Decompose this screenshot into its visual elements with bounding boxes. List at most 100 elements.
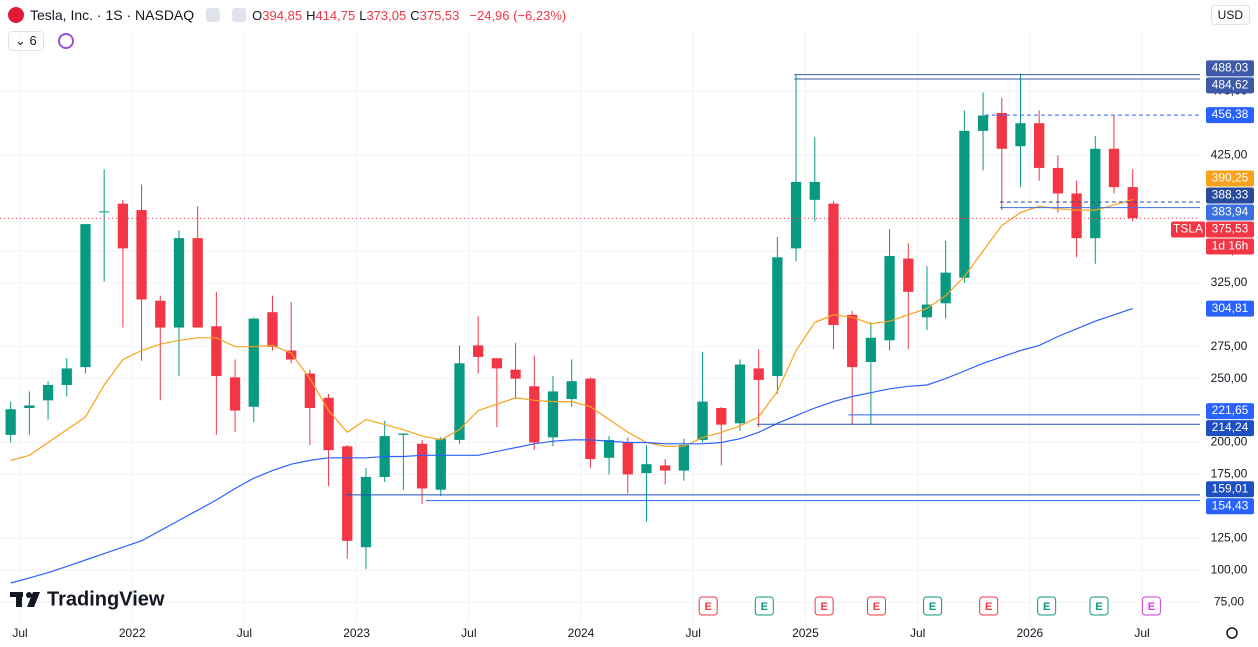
candle-body xyxy=(529,386,540,443)
brand-name: TradingView xyxy=(47,588,165,610)
candle-body xyxy=(360,476,372,548)
price-label-bg xyxy=(1206,238,1254,255)
x-tick-label: Jul xyxy=(1134,626,1149,640)
symbol-tag-bg xyxy=(1171,221,1205,238)
y-tick-label: 200,00 xyxy=(1211,435,1248,449)
indicator-row: ⌄ 6 xyxy=(8,31,74,51)
price-label-bg xyxy=(1206,221,1254,238)
x-tick-label: 2026 xyxy=(1016,626,1043,640)
earnings-marker xyxy=(1089,596,1109,616)
price-label-bg xyxy=(1206,60,1254,77)
candle-body xyxy=(622,442,633,475)
candle-body xyxy=(772,257,783,377)
legend-bar: Tesla, Inc. · 1S · NASDAQ O394,85 H414,75… xyxy=(0,0,566,30)
earnings-marker xyxy=(814,596,834,616)
candle-body xyxy=(416,443,428,489)
y-tick-label: 75,00 xyxy=(1214,594,1244,608)
earnings-marker xyxy=(866,596,886,616)
earnings-marker xyxy=(698,596,718,616)
candle-body xyxy=(977,115,989,131)
candle-body xyxy=(959,130,970,278)
x-tick-label: 2022 xyxy=(119,626,146,640)
price-label: 390,25 xyxy=(1212,171,1249,185)
candle-body xyxy=(398,433,409,435)
currency-button[interactable]: USD xyxy=(1210,5,1250,25)
earnings-marker xyxy=(979,596,999,616)
price-label: 383,94 xyxy=(1212,205,1249,219)
price-label-bg xyxy=(1206,481,1254,498)
candle-body xyxy=(809,181,820,200)
candle-body xyxy=(753,368,764,380)
x-tick-label: Jul xyxy=(910,626,925,640)
candle-body xyxy=(996,112,1007,149)
candle-body xyxy=(136,210,147,300)
earnings-marker xyxy=(1037,596,1057,616)
candle-body xyxy=(790,181,802,249)
candle-body xyxy=(921,304,933,318)
ohlc-value: 414,75 xyxy=(315,7,356,23)
y-tick-label: 250,00 xyxy=(1211,371,1248,385)
candle-body xyxy=(828,203,839,325)
earnings-label: E xyxy=(985,601,992,613)
refresh-icon[interactable] xyxy=(57,33,74,49)
candle-body xyxy=(117,203,129,249)
price-label: 159,01 xyxy=(1212,481,1249,495)
candle-body xyxy=(734,364,746,424)
candle-body xyxy=(211,326,222,377)
price-label: 388,33 xyxy=(1212,188,1249,202)
y-tick-label: 325,00 xyxy=(1211,275,1248,289)
x-tick-label: Jul xyxy=(461,626,476,640)
price-label: 456,38 xyxy=(1212,107,1249,121)
symbol-tag: TSLA xyxy=(1173,222,1203,236)
earnings-label: E xyxy=(1043,601,1050,613)
price-label: 221,65 xyxy=(1212,403,1249,417)
price-label: 304,81 xyxy=(1212,301,1249,315)
candle-body xyxy=(155,300,166,328)
logo-glyph xyxy=(16,592,22,607)
settings-icon[interactable] xyxy=(1226,627,1238,639)
earnings-label: E xyxy=(929,601,936,613)
price-label: 214,24 xyxy=(1212,420,1249,434)
candle-body xyxy=(173,238,185,328)
candle-body xyxy=(847,314,858,368)
x-tick-label: 2023 xyxy=(343,626,370,640)
earnings-label: E xyxy=(761,601,768,613)
compare-icon[interactable] xyxy=(232,8,247,22)
candle-body xyxy=(884,256,895,341)
ohlc-values: O394,85 H414,75 L373,05 C375,53 xyxy=(252,8,463,23)
indicator-count: 6 xyxy=(29,33,37,48)
candle-body xyxy=(1015,123,1026,147)
symbol-title[interactable]: Tesla, Inc. · 1S · NASDAQ xyxy=(30,7,195,23)
y-tick-label: 125,00 xyxy=(1211,530,1248,544)
earnings-marker xyxy=(1141,596,1161,616)
price-change: −24,96 (−6,23%) xyxy=(469,7,567,23)
brand-logo: TradingView xyxy=(10,588,165,610)
candle-body xyxy=(940,272,951,304)
grid xyxy=(0,30,1200,622)
price-label-bg xyxy=(1206,187,1254,204)
candle-body xyxy=(267,312,278,347)
toggle-icon[interactable] xyxy=(206,8,221,22)
candle-body xyxy=(1127,187,1138,219)
y-tick-label: 425,00 xyxy=(1211,147,1248,161)
ohlc-value: 375,53 xyxy=(419,7,460,23)
earnings-label: E xyxy=(820,601,827,613)
candle-body xyxy=(547,391,559,438)
price-label: 488,03 xyxy=(1212,60,1249,74)
candle-body xyxy=(678,445,690,471)
price-label-bg xyxy=(1206,403,1254,420)
earnings-label: E xyxy=(873,601,880,613)
ohlc-value: 373,05 xyxy=(366,7,407,23)
candle-body xyxy=(660,465,671,471)
candle-body xyxy=(454,363,465,440)
candle-body xyxy=(99,211,110,213)
candle-body xyxy=(286,350,297,360)
indicators-toggle[interactable]: ⌄ 6 xyxy=(8,31,44,51)
candle-body xyxy=(510,369,521,379)
earnings-label: E xyxy=(1095,601,1102,613)
candle-body xyxy=(323,397,334,451)
earnings-marker xyxy=(754,596,774,616)
moving-average xyxy=(10,198,1133,461)
